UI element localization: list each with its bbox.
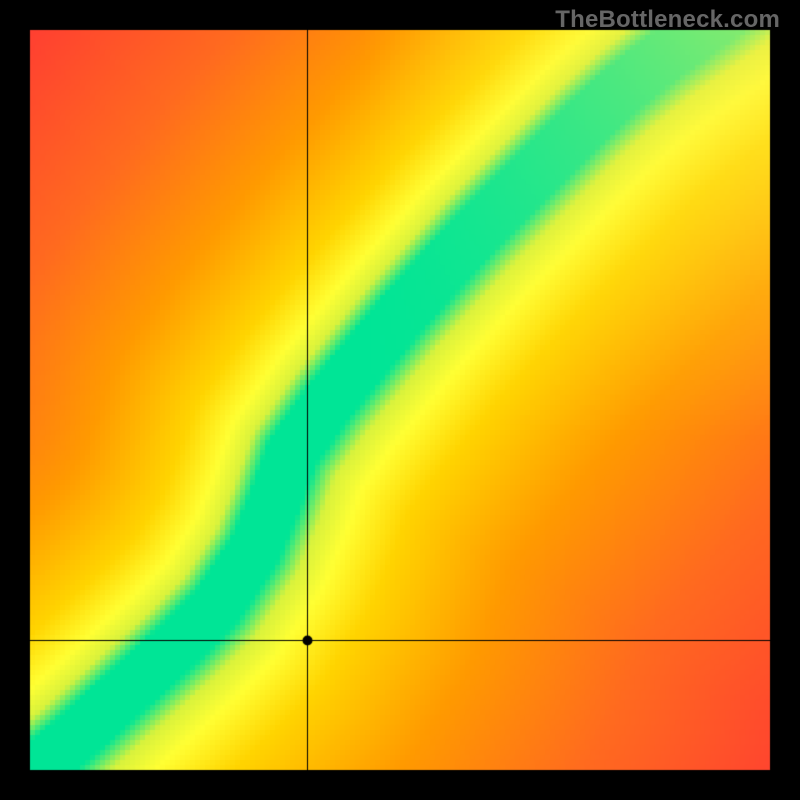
- chart-container: TheBottleneck.com: [0, 0, 800, 800]
- watermark-text: TheBottleneck.com: [555, 6, 780, 34]
- bottleneck-heatmap: [0, 0, 800, 800]
